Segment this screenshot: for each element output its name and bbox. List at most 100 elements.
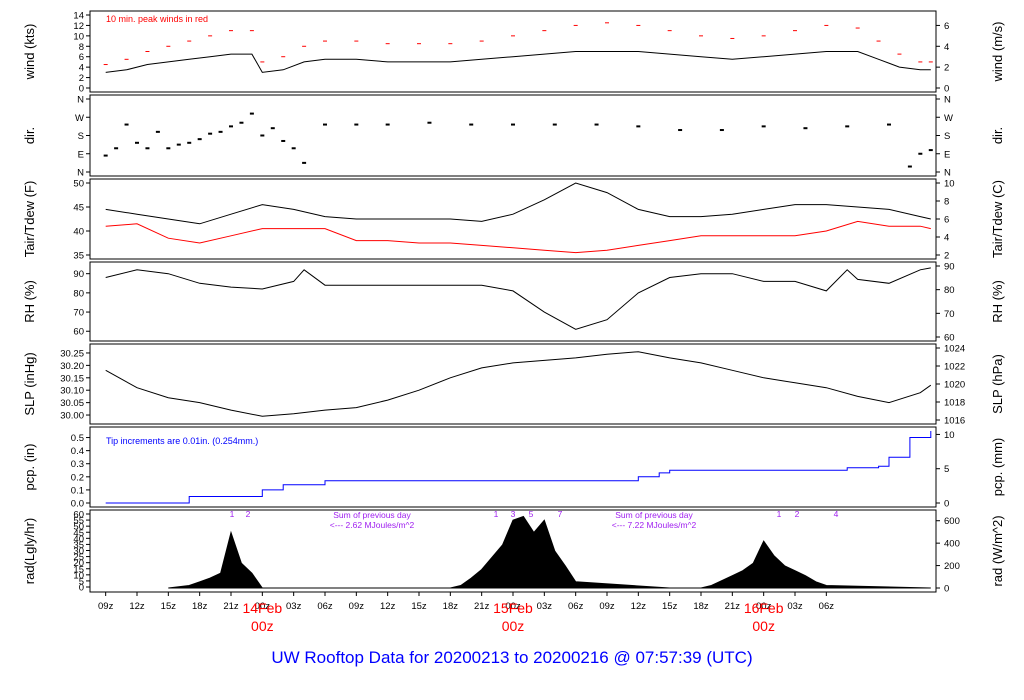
- slp-frame: [89, 343, 937, 425]
- x-tick-label: 00z: [255, 601, 271, 612]
- dir-point: [761, 125, 766, 128]
- x-tick-label: 03z: [537, 601, 553, 612]
- dir-point: [218, 130, 223, 133]
- radiation-sum-label: Sum of previous day: [615, 510, 693, 520]
- rh-ytick-label: 60: [73, 327, 84, 338]
- x-tick-label: 06z: [317, 601, 333, 612]
- dir-point: [166, 147, 171, 150]
- x-axis: 09z 12z 15z 18z 21z 00z 03z 06z 09z 12z 15z 18z 21z 0…: [98, 592, 834, 634]
- dir-point: [469, 123, 474, 126]
- rh-line-0: [105, 267, 931, 330]
- rh-ytick-right-label: 90: [944, 262, 955, 273]
- precip-ytick-label: 0.3: [71, 459, 84, 470]
- radiation-day-marker: 1: [494, 509, 499, 519]
- panel-temperature: 35 40 45 50 2 4 6 8 10 Tair/Tdew (F) Tair/Tdew (C): [22, 178, 1005, 262]
- slp-ytick-right-label: 1022: [944, 362, 965, 373]
- precip-ytick-label: 0.0: [71, 499, 84, 510]
- dir-point: [208, 132, 213, 135]
- wind-ytick-label: 4: [79, 63, 84, 74]
- slp-ylabel-right: SLP (hPa): [990, 354, 1005, 414]
- radiation-ytick-label: 35: [73, 540, 84, 551]
- slp-ytick-label: 30.15: [60, 373, 84, 384]
- wind-ytick-label: 0: [79, 84, 84, 95]
- precip-line-0: [105, 431, 932, 504]
- temperature-ytick-right-label: 10: [944, 179, 955, 190]
- dir-point: [907, 165, 912, 168]
- precip-annotation: Tip increments are 0.01in. (0.254mm.): [106, 436, 258, 446]
- day-label-date: 15Feb: [493, 600, 533, 616]
- wind-ytick-right-label: 6: [944, 21, 949, 32]
- precip-ytick-right-label: 5: [944, 464, 949, 475]
- radiation-ytick-right-label: 0: [944, 584, 949, 595]
- radiation-ytick-label: 15: [73, 564, 84, 575]
- precip-ytick-label: 0.4: [71, 446, 84, 457]
- radiation-ytick-label: 10: [73, 570, 84, 581]
- dir-point: [229, 125, 233, 128]
- radiation-ytick-label: 20: [73, 558, 84, 569]
- temperature-ylabel-right: Tair/Tdew (C): [990, 180, 1005, 258]
- dir-ytick-label: W: [75, 113, 84, 124]
- x-tick-label: 18z: [192, 601, 208, 612]
- radiation-day-marker: 1: [230, 509, 235, 519]
- radiation-ylabel-right: rad (W/m^2): [990, 515, 1005, 586]
- dir-point: [291, 147, 296, 150]
- x-tick-label: 09z: [98, 601, 114, 612]
- footer-title: UW Rooftop Data for 20200213 to 20200216…: [271, 648, 753, 667]
- dir-point: [928, 149, 933, 152]
- rh-ylabel-right: RH (%): [990, 280, 1005, 323]
- wind-ytick-label: 8: [79, 42, 84, 53]
- dir-point: [197, 138, 202, 141]
- x-tick-label: 21z: [474, 601, 490, 612]
- temperature-ytick-label: 50: [73, 179, 84, 190]
- rh-frame: [89, 261, 937, 342]
- dir-point: [552, 123, 557, 126]
- x-tick-label: 21z: [223, 601, 239, 612]
- dir-point: [249, 112, 254, 115]
- x-tick-label: 12z: [129, 601, 145, 612]
- dir-point: [145, 147, 150, 150]
- dir-point: [281, 139, 286, 142]
- temperature-line-1: [105, 220, 931, 254]
- x-tick-label: 00z: [505, 601, 521, 612]
- precip-ytick-label: 0.5: [71, 433, 84, 444]
- dir-point: [719, 129, 724, 132]
- rh-ylabel: RH (%): [22, 280, 37, 323]
- panel-rh: 60 70 80 90 60 70 80 90 RH (%) RH (%): [22, 261, 1005, 344]
- dir-ytick-right-label: S: [944, 131, 950, 142]
- dir-point: [302, 161, 307, 164]
- day-label-time: 00z: [251, 618, 274, 634]
- dir-ytick-label: N: [77, 95, 84, 106]
- x-tick-label: 21z: [725, 601, 741, 612]
- precip-ytick-label: 0.1: [71, 485, 84, 496]
- radiation-day-marker: 5: [529, 509, 534, 519]
- dir-ytick-right-label: W: [944, 113, 953, 124]
- temperature-ytick-label: 45: [73, 203, 84, 214]
- dir-frame: [89, 94, 937, 177]
- dir-point: [114, 147, 119, 150]
- x-tick-label: 09z: [599, 601, 615, 612]
- wind-frame: [89, 10, 937, 93]
- temperature-ylabel: Tair/Tdew (F): [22, 181, 37, 258]
- radiation-ytick-label: 50: [73, 522, 84, 533]
- dir-point: [427, 121, 432, 124]
- dir-point: [354, 123, 359, 126]
- precip-ylabel-right: pcp. (mm): [990, 438, 1005, 497]
- dir-ytick-right-label: N: [944, 168, 951, 179]
- radiation-ytick-right-label: 400: [944, 539, 960, 550]
- wind-ylabel-right: wind (m/s): [990, 22, 1005, 83]
- temperature-ytick-label: 40: [73, 227, 84, 238]
- dir-point: [124, 123, 129, 126]
- slp-ytick-right-label: 1024: [944, 344, 965, 355]
- slp-ytick-label: 30.05: [60, 398, 84, 409]
- x-tick-label: 18z: [443, 601, 459, 612]
- day-label-time: 00z: [752, 618, 775, 634]
- x-tick-label: 03z: [787, 601, 803, 612]
- slp-line-0: [105, 351, 932, 417]
- x-tick-label: 03z: [286, 601, 302, 612]
- rh-ytick-label: 80: [73, 288, 84, 299]
- temperature-ytick-right-label: 8: [944, 197, 949, 208]
